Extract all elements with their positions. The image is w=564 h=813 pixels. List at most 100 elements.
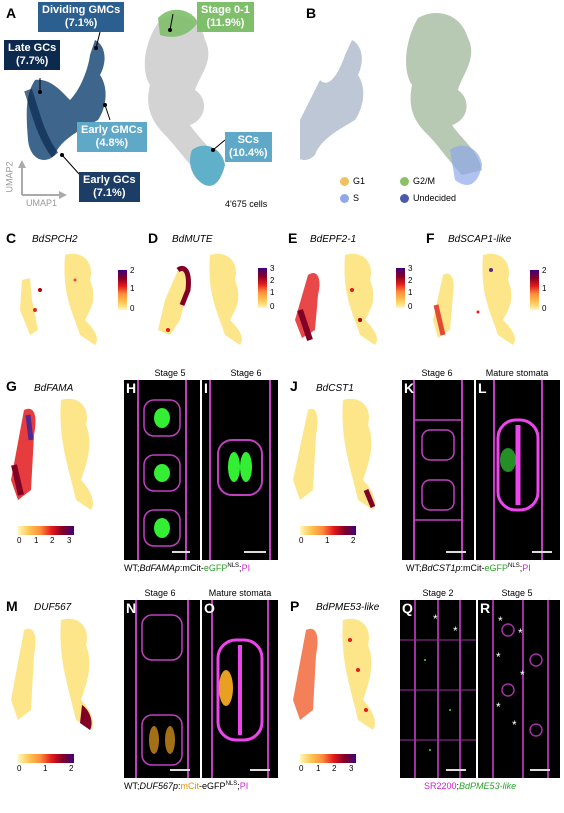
gene-j: BdCST1 — [316, 383, 354, 394]
stage-i: Stage 6 — [230, 368, 262, 378]
tick-d-1: 1 — [270, 288, 275, 297]
umap-d — [158, 253, 242, 345]
micrograph-h — [124, 380, 200, 560]
panel-label-o: O — [204, 600, 215, 616]
panel-label-b: B — [306, 5, 317, 21]
legend-g1: G1 — [340, 176, 365, 187]
micrograph-o — [202, 600, 278, 778]
legend-undecided-swatch — [400, 194, 409, 204]
gene-d: BdMUTE — [172, 234, 213, 245]
panel-label-d: D — [148, 230, 159, 246]
tick-m-2: 2 — [69, 764, 74, 773]
tick-j-1: 1 — [325, 536, 330, 545]
tick-p-0: 0 — [299, 764, 304, 773]
scale-m — [18, 754, 74, 763]
label-early-gcs: Early GCs (7.1%) — [79, 172, 140, 202]
star-r-3: * — [496, 650, 501, 664]
label-stage-0-1: Stage 0-1 (11.9%) — [197, 2, 254, 32]
panel-label-k: K — [404, 380, 415, 396]
scale-p — [300, 754, 356, 763]
legend-undecided: Undecided — [400, 193, 456, 204]
micrograph-n — [124, 600, 200, 778]
gene-f: BdSCAP1-like — [448, 234, 512, 245]
caption-fama: WT;BdFAMAp:mCit-eGFPNLS;PI — [124, 563, 251, 573]
tick-e-2: 2 — [408, 276, 413, 285]
stage-q: Stage 2 — [422, 588, 454, 598]
tick-m-0: 0 — [17, 764, 22, 773]
tick-f-2: 2 — [542, 266, 547, 275]
panel-label-c: C — [6, 230, 17, 246]
panel-label-n: N — [126, 600, 137, 616]
caption-pme: SR2200;BdPME53-like — [424, 781, 517, 791]
label-dividing-gmcs: Dividing GMCs (7.1%) — [38, 2, 125, 32]
tick-c-1: 1 — [130, 284, 135, 293]
tick-p-2: 2 — [332, 764, 337, 773]
tick-f-1: 1 — [542, 284, 547, 293]
caption-duf: WT;DUF567p:mCit-eGFPNLS;PI — [124, 781, 249, 791]
umap-p — [293, 618, 375, 730]
tick-g-3: 3 — [67, 536, 72, 545]
star-r-2: * — [518, 626, 523, 640]
panel-label-m: M — [6, 598, 18, 614]
legend-s: S — [340, 193, 359, 204]
tick-d-2: 2 — [270, 276, 275, 285]
tick-e-0: 0 — [408, 302, 413, 311]
umap-g — [11, 398, 93, 510]
panel-label-j: J — [290, 378, 298, 394]
micrograph-i — [202, 380, 278, 560]
gene-e: BdEPF2-1 — [310, 234, 357, 245]
label-late-gcs: Late GCs (7.7%) — [4, 40, 61, 70]
stage-k: Stage 6 — [421, 368, 453, 378]
micrograph-r — [478, 600, 560, 778]
legend-s-swatch — [340, 194, 349, 204]
micrograph-q — [400, 600, 476, 778]
tick-e-1: 1 — [408, 288, 413, 297]
tick-f-0: 0 — [542, 304, 547, 313]
panel-label-i: I — [204, 380, 208, 396]
micrograph-l — [476, 380, 560, 560]
tick-c-0: 0 — [130, 304, 135, 313]
tick-m-1: 1 — [43, 764, 48, 773]
panel-label-q: Q — [402, 600, 413, 616]
star-q-1: * — [433, 612, 438, 626]
umap-e — [295, 253, 377, 345]
tick-j-2: 2 — [351, 536, 356, 545]
panel-label-e: E — [288, 230, 298, 246]
stage-o: Mature stomata — [208, 588, 272, 598]
umap-c — [20, 253, 97, 345]
tick-c-2: 2 — [130, 266, 135, 275]
scale-d — [258, 268, 267, 308]
umap1-axis-label: UMAP1 — [26, 198, 58, 208]
panel-label-f: F — [426, 230, 435, 246]
tick-g-0: 0 — [17, 536, 22, 545]
star-q-2: * — [453, 624, 458, 638]
label-scs: SCs (10.4%) — [225, 132, 272, 162]
legend-g2m: G2/M — [400, 176, 435, 187]
gene-g: BdFAMA — [34, 383, 74, 394]
tick-p-3: 3 — [349, 764, 354, 773]
scale-f — [530, 270, 539, 310]
umap-j — [293, 398, 376, 510]
stage-n: Stage 6 — [144, 588, 176, 598]
scale-c — [118, 270, 127, 310]
legend-g1-swatch — [340, 177, 349, 187]
tick-d-3: 3 — [270, 264, 275, 273]
panel-label-a: A — [6, 5, 17, 21]
label-early-gmcs: Early GMCs (4.8%) — [77, 122, 147, 152]
micrograph-k — [402, 380, 474, 560]
umap2-axis-label: UMAP2 — [4, 161, 15, 193]
star-r-5: * — [496, 700, 501, 714]
tick-g-1: 1 — [34, 536, 39, 545]
tick-g-2: 2 — [50, 536, 55, 545]
umap-m — [11, 618, 93, 730]
star-r-4: * — [520, 668, 525, 682]
stage-h: Stage 5 — [154, 368, 186, 378]
panel-label-h: H — [126, 380, 137, 396]
cell-count: 4'675 cells — [225, 199, 268, 209]
scale-j — [300, 526, 356, 535]
panel-label-r: R — [480, 600, 491, 616]
tick-p-1: 1 — [316, 764, 321, 773]
tick-e-3: 3 — [408, 264, 413, 273]
gene-c: BdSPCH2 — [32, 234, 78, 245]
caption-cst1: WT;BdCST1p:mCit-eGFPNLS;PI — [406, 563, 531, 573]
